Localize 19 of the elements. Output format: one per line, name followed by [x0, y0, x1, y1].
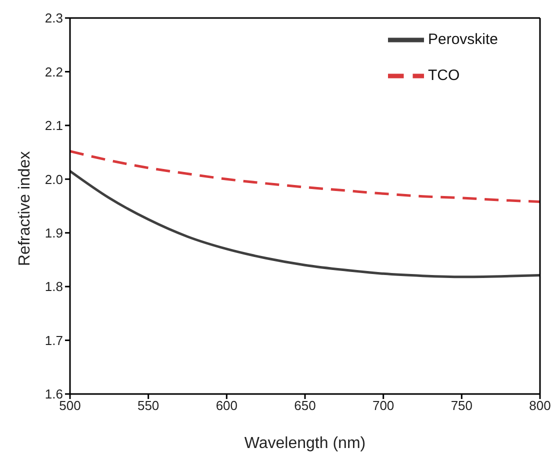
x-axis-title: Wavelength (nm) — [244, 435, 366, 452]
x-tick-label: 700 — [372, 398, 394, 414]
legend-label: Perovskite — [428, 30, 498, 48]
y-axis-title: Refractive index — [16, 151, 34, 266]
line-series — [70, 170, 540, 278]
line-series — [70, 150, 540, 203]
y-tick-label: 2.2 — [44, 64, 63, 80]
y-tick-label: 2.3 — [44, 10, 63, 26]
y-tick-label: 1.9 — [44, 225, 63, 240]
y-tick-label: 1.7 — [44, 332, 63, 348]
y-tick-label: 2.1 — [44, 118, 63, 134]
y-tick-label: 1.8 — [44, 279, 63, 294]
x-tick-label: 800 — [529, 398, 551, 414]
y-tick-label: 2.0 — [44, 172, 63, 187]
x-tick-label: 750 — [450, 398, 473, 414]
legend-label: TCO — [428, 66, 460, 84]
x-tick-label: 550 — [137, 398, 160, 414]
x-tick-label: 600 — [216, 398, 238, 414]
x-tick-label: 650 — [294, 398, 316, 414]
